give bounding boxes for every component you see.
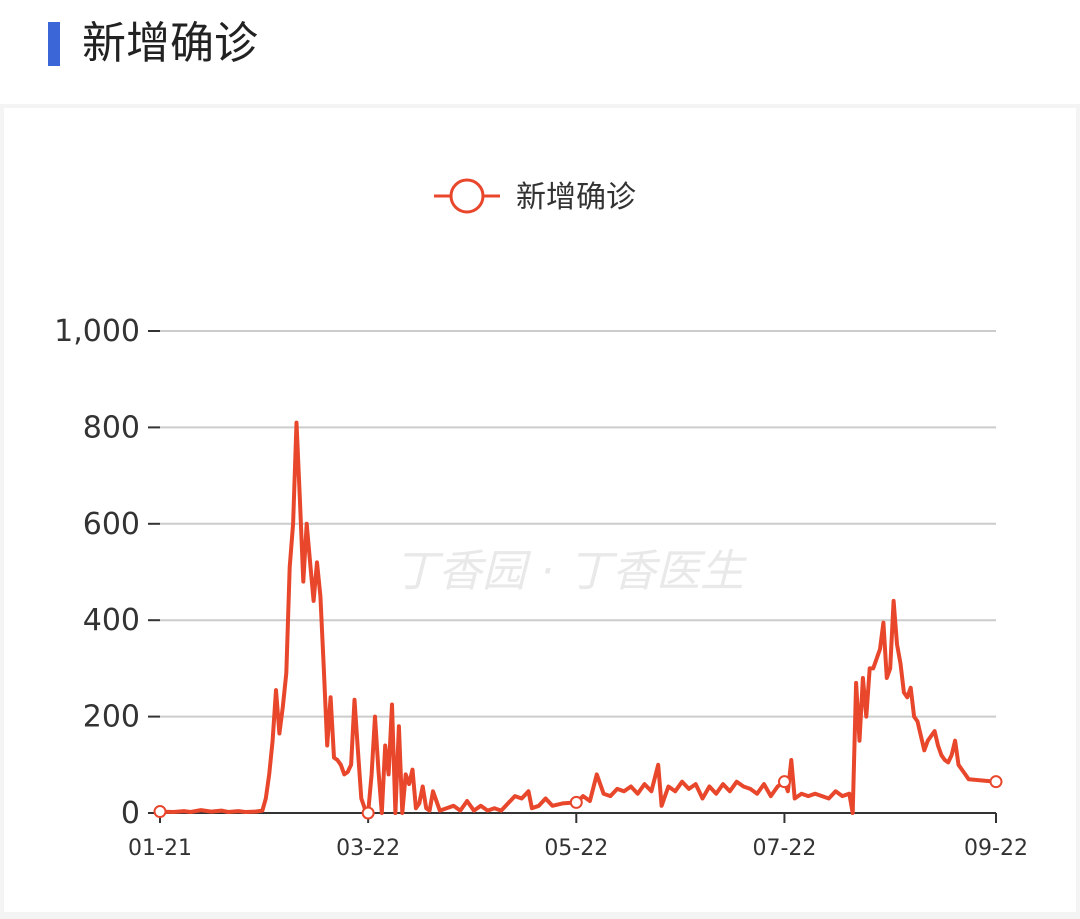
- data-point[interactable]: [361, 806, 375, 820]
- x-tick-label: 03-22: [336, 836, 400, 861]
- data-point[interactable]: [777, 775, 791, 789]
- x-tick-label: 05-22: [544, 836, 608, 861]
- y-tick-label: 400: [83, 603, 140, 638]
- header-accent-bar: [48, 22, 60, 66]
- y-tick-label: 1,000: [54, 314, 140, 349]
- data-point[interactable]: [569, 795, 583, 809]
- watermark: 丁香园 · 丁香医生: [394, 546, 747, 597]
- data-point[interactable]: [153, 805, 167, 819]
- y-tick-label: 0: [121, 796, 140, 831]
- chart-card: 丁香园 · 丁香医生 0 200 400 600 800 1,000 01-21 03-22…: [4, 108, 1076, 912]
- series-line: [159, 420, 997, 815]
- legend-marker[interactable]: [449, 178, 485, 214]
- header: 新增确诊: [0, 0, 1080, 104]
- line-chart: 丁香园 · 丁香医生 0 200 400 600 800 1,000 01-21 03-22…: [54, 178, 1028, 861]
- x-tick-label: 01-21: [128, 836, 192, 861]
- y-tick-label: 800: [83, 410, 140, 445]
- data-point[interactable]: [989, 775, 1003, 789]
- page-title: 新增确诊: [82, 18, 258, 69]
- x-tick-label: 07-22: [752, 836, 816, 861]
- x-tick-label: 09-22: [964, 836, 1028, 861]
- y-tick-label: 600: [83, 507, 140, 542]
- legend-label[interactable]: 新增确诊: [516, 180, 636, 215]
- y-tick-label: 200: [83, 700, 140, 735]
